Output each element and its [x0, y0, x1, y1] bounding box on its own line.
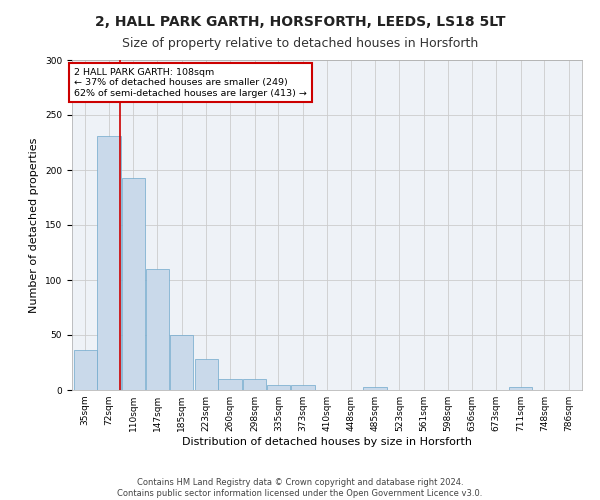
X-axis label: Distribution of detached houses by size in Horsforth: Distribution of detached houses by size … — [182, 437, 472, 447]
Bar — [170, 335, 193, 390]
Bar — [267, 384, 290, 390]
Text: 2 HALL PARK GARTH: 108sqm
← 37% of detached houses are smaller (249)
62% of semi: 2 HALL PARK GARTH: 108sqm ← 37% of detac… — [74, 68, 307, 98]
Bar — [122, 178, 145, 390]
Bar — [243, 379, 266, 390]
Text: Size of property relative to detached houses in Horsforth: Size of property relative to detached ho… — [122, 38, 478, 51]
Text: 2, HALL PARK GARTH, HORSFORTH, LEEDS, LS18 5LT: 2, HALL PARK GARTH, HORSFORTH, LEEDS, LS… — [95, 15, 505, 29]
Y-axis label: Number of detached properties: Number of detached properties — [29, 138, 40, 312]
Bar — [74, 350, 97, 390]
Bar — [146, 269, 169, 390]
Bar — [194, 359, 218, 390]
Bar — [364, 386, 386, 390]
Bar — [97, 136, 121, 390]
Bar — [218, 379, 242, 390]
Bar — [509, 386, 532, 390]
Text: Contains HM Land Registry data © Crown copyright and database right 2024.
Contai: Contains HM Land Registry data © Crown c… — [118, 478, 482, 498]
Bar — [291, 384, 314, 390]
